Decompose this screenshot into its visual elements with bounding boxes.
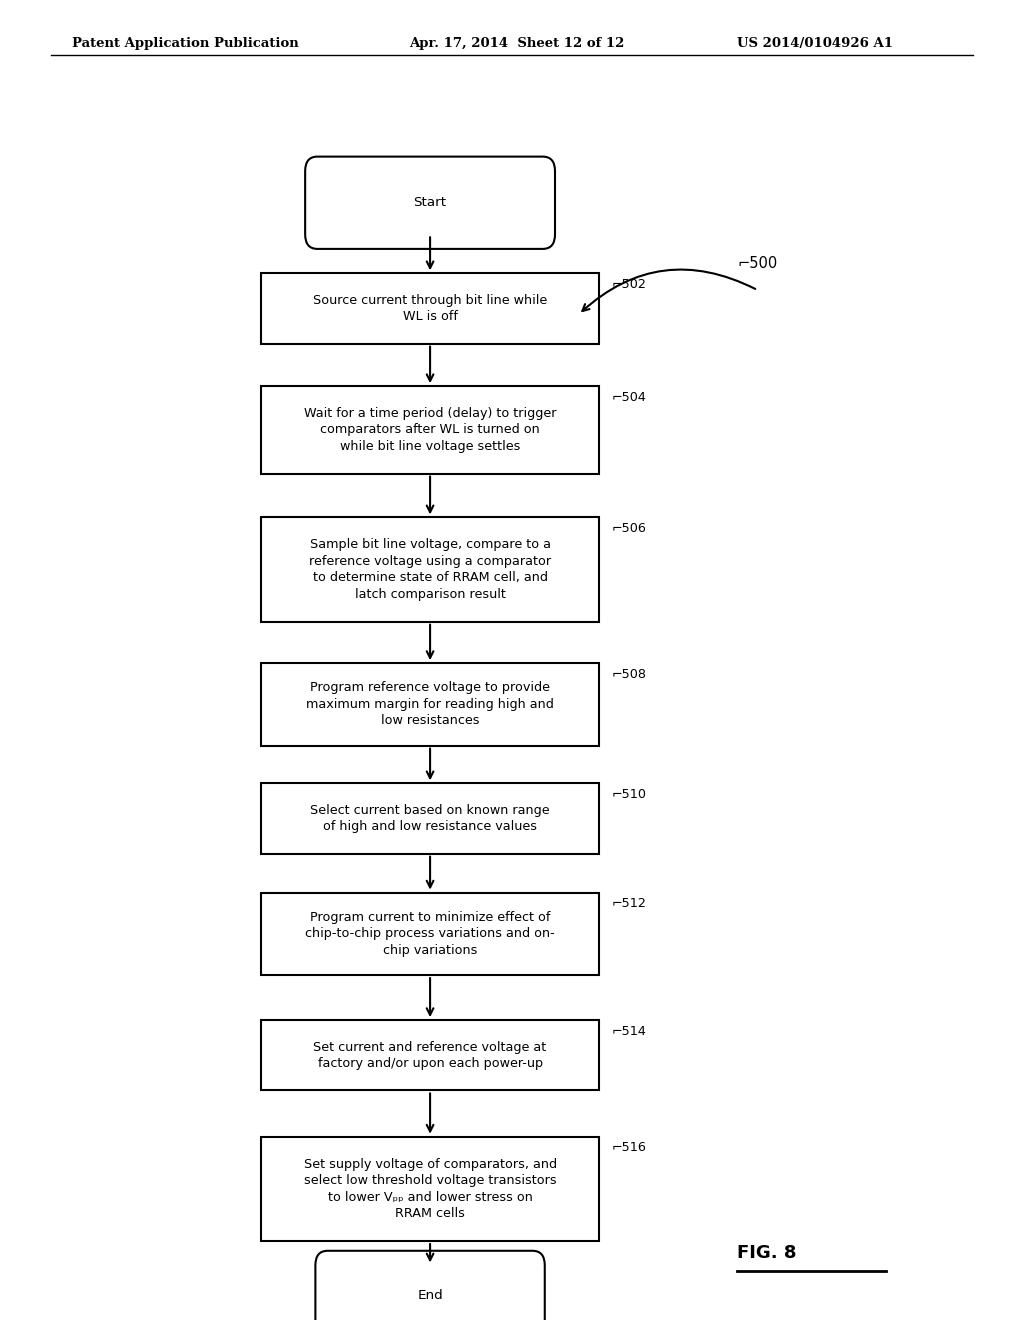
Text: Patent Application Publication: Patent Application Publication [72,37,298,50]
Bar [261,387,599,474]
Bar [261,1020,599,1090]
Bar [261,892,599,975]
Bar [261,1137,599,1241]
Text: End: End [417,1290,443,1303]
Text: Start: Start [414,197,446,210]
Text: US 2014/0104926 A1: US 2014/0104926 A1 [737,37,893,50]
Text: ⌐516: ⌐516 [611,1142,646,1155]
FancyBboxPatch shape [305,157,555,249]
Bar [261,663,599,746]
Bar [261,783,599,854]
Text: ⌐502: ⌐502 [611,279,646,290]
Text: ⌐506: ⌐506 [611,523,646,535]
Text: Wait for a time period (delay) to trigger
comparators after WL is turned on
whil: Wait for a time period (delay) to trigge… [304,407,556,453]
Text: Program reference voltage to provide
maximum margin for reading high and
low res: Program reference voltage to provide max… [306,681,554,727]
Text: Set supply voltage of comparators, and
select low threshold voltage transistors
: Set supply voltage of comparators, and s… [303,1158,557,1220]
Text: Sample bit line voltage, compare to a
reference voltage using a comparator
to de: Sample bit line voltage, compare to a re… [309,539,551,601]
Text: ⌐504: ⌐504 [611,391,646,404]
Text: Source current through bit line while
WL is off: Source current through bit line while WL… [313,293,547,323]
Text: Program current to minimize effect of
chip-to-chip process variations and on-
ch: Program current to minimize effect of ch… [305,911,555,957]
Bar [261,273,599,343]
Text: ⌐512: ⌐512 [611,898,646,911]
Text: ⌐510: ⌐510 [611,788,646,801]
Text: ⌐514: ⌐514 [611,1024,646,1038]
Text: FIG. 8: FIG. 8 [737,1245,797,1262]
Text: ⌐500: ⌐500 [737,256,777,271]
Text: Set current and reference voltage at
factory and/or upon each power-up: Set current and reference voltage at fac… [313,1040,547,1071]
FancyBboxPatch shape [315,1251,545,1320]
Bar [261,517,599,622]
Text: ⌐508: ⌐508 [611,668,646,681]
Text: Select current based on known range
of high and low resistance values: Select current based on known range of h… [310,804,550,833]
Text: Apr. 17, 2014  Sheet 12 of 12: Apr. 17, 2014 Sheet 12 of 12 [410,37,625,50]
